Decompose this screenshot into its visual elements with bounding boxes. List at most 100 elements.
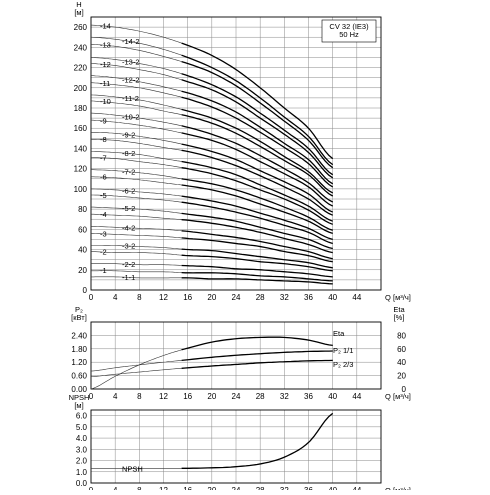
series-line-thick (182, 337, 333, 350)
curve-label: -8-2 (122, 149, 135, 158)
curve-label: -2 (100, 248, 107, 257)
y-tick-label: 20 (78, 266, 87, 275)
curve-label: -1 (100, 266, 107, 275)
curve-label: -10 (100, 97, 111, 106)
y-tick-label: 3.0 (76, 445, 88, 454)
y-tick-label: 1.20 (71, 358, 87, 367)
series-label: P₂ 1/1 (333, 346, 353, 355)
curve-label: -2-2 (122, 260, 135, 269)
x-tick-label: 20 (207, 486, 216, 490)
curve-label: -1-1 (122, 273, 135, 282)
x-tick-label: 36 (304, 293, 313, 302)
x-tick-label: 40 (328, 486, 337, 490)
y-tick-label: 40 (78, 246, 87, 255)
y-tick-label: 6.0 (76, 412, 88, 421)
x-axis-label: Q (385, 486, 391, 490)
curve-label: -3-2 (122, 242, 135, 251)
y-tick-label: 0.0 (76, 479, 88, 488)
y-tick-label: 2.0 (76, 457, 88, 466)
curve-label: -5 (100, 191, 107, 200)
x-axis-unit: [м³/ч] (393, 392, 411, 401)
y-tick-label: 0 (83, 286, 88, 295)
head-curve-thick (182, 80, 333, 178)
x-tick-label: 4 (113, 486, 118, 490)
y-right-axis-unit: [%] (394, 313, 405, 322)
curve-label: -12 (100, 60, 111, 69)
curve-label: -8 (100, 135, 107, 144)
curve-label: -12-2 (122, 76, 140, 85)
y-tick-label: 5.0 (76, 423, 88, 432)
x-axis-label: Q (385, 392, 391, 401)
x-tick-label: 0 (89, 486, 94, 490)
y-tick-label: 180 (74, 104, 88, 113)
curve-label: -11 (100, 79, 110, 88)
curve-label: -6 (100, 173, 107, 182)
head-curve-thick (182, 55, 333, 164)
curve-label: -5-2 (122, 204, 135, 213)
x-tick-label: 20 (207, 392, 216, 401)
y-right-tick-label: 20 (397, 372, 406, 381)
x-tick-label: 32 (280, 486, 289, 490)
x-tick-label: 40 (328, 392, 337, 401)
x-tick-label: 4 (113, 293, 118, 302)
curve-label: -14-2 (122, 37, 140, 46)
head-curve-thick (182, 109, 333, 192)
x-tick-label: 24 (232, 293, 241, 302)
x-tick-label: 4 (113, 392, 118, 401)
x-tick-label: 16 (183, 486, 192, 490)
y-tick-label: 240 (74, 43, 88, 52)
x-tick-label: 8 (137, 293, 142, 302)
x-tick-label: 24 (232, 486, 241, 490)
y-axis-unit: [м] (74, 401, 83, 410)
y-axis-unit: [м] (74, 8, 83, 17)
x-tick-label: 16 (183, 293, 192, 302)
x-tick-label: 44 (352, 392, 361, 401)
head-curve-thin (91, 277, 182, 278)
y-right-tick-label: 80 (397, 331, 406, 340)
x-tick-label: 16 (183, 392, 192, 401)
curve-label: -4-2 (122, 223, 135, 232)
x-axis-unit: [м³/ч] (393, 293, 411, 302)
x-tick-label: 24 (232, 392, 241, 401)
x-tick-label: 44 (352, 293, 361, 302)
x-tick-label: 28 (256, 486, 265, 490)
x-tick-label: 8 (137, 486, 142, 490)
y-tick-label: 120 (74, 165, 88, 174)
y-tick-label: 100 (74, 185, 88, 194)
y-tick-label: 160 (74, 124, 88, 133)
curve-label: -9-2 (122, 131, 135, 140)
x-tick-label: 8 (137, 392, 142, 401)
y-tick-label: 220 (74, 64, 88, 73)
x-tick-label: 12 (159, 392, 168, 401)
curve-label: -7 (100, 153, 107, 162)
curve-label: -7-2 (122, 167, 135, 176)
y-tick-label: 4.0 (76, 434, 88, 443)
curve-label: -14 (100, 21, 111, 30)
y-tick-label: 140 (74, 144, 88, 153)
x-tick-label: 0 (89, 293, 94, 302)
x-axis-label: Q (385, 293, 391, 302)
x-tick-label: 36 (304, 392, 313, 401)
y-tick-label: 260 (74, 23, 88, 32)
y-tick-label: 1.0 (76, 468, 88, 477)
y-axis-unit: [кВт] (71, 313, 87, 322)
y-right-tick-label: 60 (397, 345, 406, 354)
y-right-tick-label: 40 (397, 358, 406, 367)
series-label: Eta (333, 329, 345, 338)
x-tick-label: 20 (207, 293, 216, 302)
x-tick-label: 32 (280, 293, 289, 302)
x-tick-label: 12 (159, 486, 168, 490)
y-tick-label: 0.60 (71, 372, 87, 381)
curve-label: -6-2 (122, 187, 135, 196)
curve-label: -9 (100, 116, 107, 125)
head-curve-thick (182, 220, 333, 253)
curve-label: -13-2 (122, 57, 140, 66)
x-tick-label: 36 (304, 486, 313, 490)
series-label: NPSH (122, 464, 143, 473)
x-tick-label: 12 (159, 293, 168, 302)
y-tick-label: 1.80 (71, 345, 87, 354)
x-axis-unit: [м³/ч] (393, 486, 411, 490)
y-tick-label: 200 (74, 84, 88, 93)
